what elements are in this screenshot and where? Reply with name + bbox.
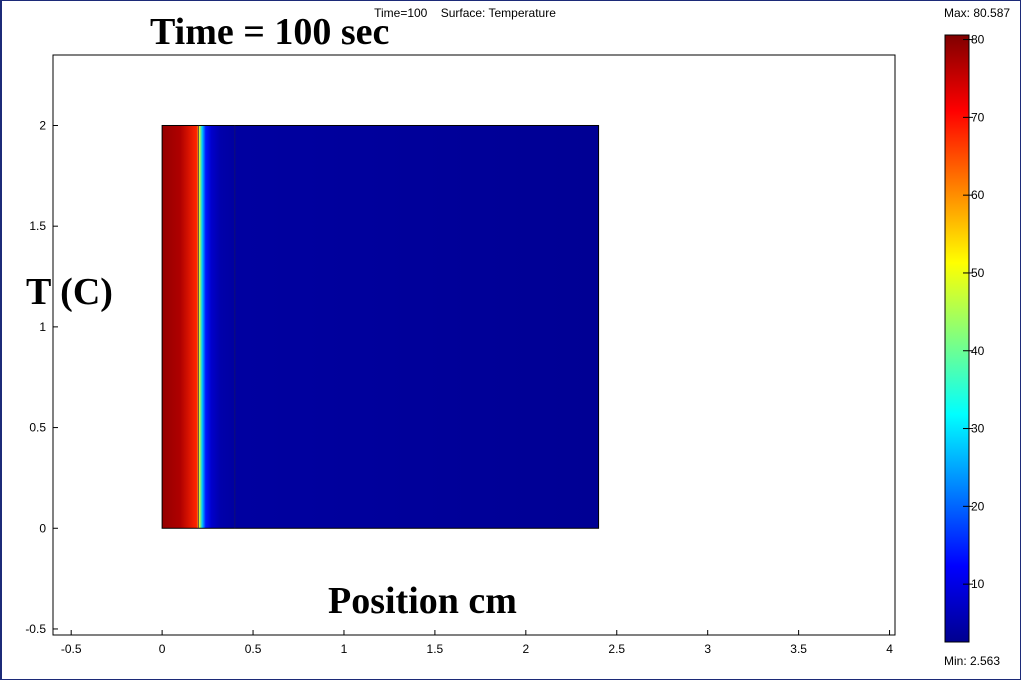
colorbar-max-label: Max: 80.587 — [944, 6, 1010, 20]
colorbar-tick-label: 80 — [971, 33, 985, 47]
x-tick-label: 3 — [704, 642, 711, 656]
heated-domain-surface — [162, 125, 598, 528]
x-tick-label: 2 — [522, 642, 529, 656]
y-tick-label: -0.5 — [25, 622, 46, 636]
colorbar-tick-label: 50 — [971, 266, 985, 280]
colorbar — [945, 35, 969, 642]
colorbar-tick-label: 30 — [971, 422, 985, 436]
x-tick-label: 1 — [341, 642, 348, 656]
y-tick-label: 0 — [39, 521, 46, 535]
colorbar-min-label: Min: 2.563 — [944, 654, 1000, 668]
y-tick-label: 2 — [39, 118, 46, 132]
x-tick-label: 3.5 — [790, 642, 807, 656]
y-tick-label: 1.5 — [29, 219, 46, 233]
slide-title: Time = 100 sec — [150, 10, 389, 54]
y-tick-label: 1 — [39, 320, 46, 334]
colorbar-tick-label: 70 — [971, 110, 985, 124]
colorbar-tick-label: 60 — [971, 188, 985, 202]
colorbar-tick-label: 40 — [971, 344, 985, 358]
colorbar-tick-label: 10 — [971, 577, 985, 591]
x-tick-label: -0.5 — [61, 642, 82, 656]
x-tick-label: 1.5 — [427, 642, 444, 656]
x-tick-label: 0 — [159, 642, 166, 656]
colorbar-tick-label: 20 — [971, 499, 985, 513]
y-tick-label: 0.5 — [29, 421, 46, 435]
x-tick-label: 0.5 — [245, 642, 262, 656]
y-axis-label: T (C) — [26, 270, 113, 314]
x-axis-label: Position cm — [328, 579, 517, 623]
plot-title: Time=100 Surface: Temperature — [374, 6, 556, 20]
x-tick-label: 2.5 — [608, 642, 625, 656]
x-tick-label: 4 — [886, 642, 893, 656]
